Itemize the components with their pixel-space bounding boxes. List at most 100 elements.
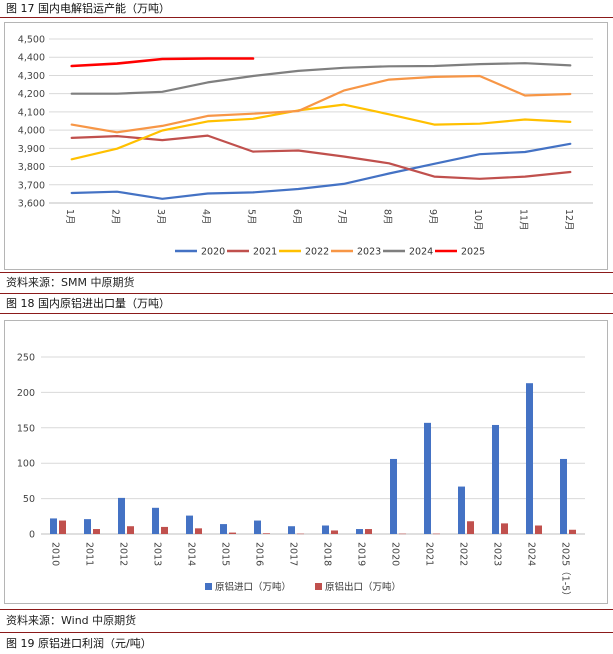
fig18-bar-export bbox=[501, 523, 508, 534]
fig17-y-tick-label: 3,800 bbox=[18, 162, 45, 173]
fig17-y-tick-label: 3,600 bbox=[18, 199, 45, 210]
fig19-caption: 图 19 原铝进口利润（元/吨） bbox=[6, 637, 152, 650]
fig18-bar-import bbox=[84, 519, 91, 534]
fig18-x-tick-label: 2016 bbox=[254, 542, 265, 566]
fig17-legend-label: 2025 bbox=[461, 247, 485, 258]
fig18-x-tick-label: 2024 bbox=[526, 542, 537, 566]
fig18-y-tick-label: 100 bbox=[17, 459, 35, 470]
fig17-series-line-2023 bbox=[70, 74, 572, 134]
fig18-bar-import bbox=[152, 507, 159, 534]
fig18-x-tick-label: 2010 bbox=[50, 542, 61, 566]
fig18-x-tick-label: 2023 bbox=[492, 542, 503, 566]
fig18-x-tick-label: 2011 bbox=[84, 542, 95, 566]
fig18-bar-import bbox=[424, 422, 431, 534]
fig18-x-tick-label: 2025（1-5） bbox=[560, 542, 572, 601]
fig18-x-tick-label: 2015 bbox=[220, 542, 231, 566]
fig18-bar-export bbox=[195, 528, 202, 534]
fig17-legend-label: 2023 bbox=[357, 247, 381, 258]
fig17-legend-label: 2021 bbox=[253, 247, 277, 258]
fig18-bar-import bbox=[526, 383, 533, 534]
fig17-line-chart: 3,600 3,700 3,800 3,900 4,000 4,100 4,200 4,300… bbox=[18, 35, 593, 258]
fig17-caption-rule bbox=[0, 17, 613, 18]
fig17-y-tick-label: 4,100 bbox=[18, 107, 45, 118]
fig18-bar-import bbox=[50, 518, 57, 534]
fig18-bar-import bbox=[254, 520, 261, 534]
fig17-caption: 图 17 国内电解铝运产能（万吨） bbox=[6, 2, 170, 15]
fig17-x-tick-label: 2月 bbox=[110, 209, 121, 225]
fig17-y-tick-label: 4,400 bbox=[18, 53, 45, 64]
fig17-x-tick-label: 6月 bbox=[291, 209, 302, 225]
fig17-x-tick-label: 12月 bbox=[563, 209, 574, 231]
fig17-x-tick-label: 11月 bbox=[518, 209, 529, 231]
fig18-bar-import bbox=[288, 526, 295, 534]
fig18-x-tick-label: 2012 bbox=[118, 542, 129, 566]
fig18-x-tick-label: 2013 bbox=[152, 542, 163, 566]
fig17-series-line-2020 bbox=[70, 142, 572, 200]
fig18-bar-import bbox=[492, 424, 499, 534]
fig17-x-tick-label: 5月 bbox=[246, 209, 257, 225]
fig17-x-tick-label: 8月 bbox=[382, 209, 393, 225]
fig18-bar-import bbox=[390, 458, 397, 534]
fig18-bar-export bbox=[331, 530, 338, 534]
fig18-x-tick-label: 2020 bbox=[390, 542, 401, 566]
fig18-bar-export bbox=[467, 521, 474, 534]
fig17-frame: 3,600 3,700 3,800 3,900 4,000 4,100 4,200 4,300… bbox=[4, 22, 608, 270]
fig17-source-rule-bottom bbox=[0, 293, 613, 294]
fig17-series-line-2025 bbox=[70, 57, 255, 68]
fig18-bar-import bbox=[458, 486, 465, 534]
fig18-x-tick-label: 2021 bbox=[424, 542, 435, 566]
fig18-bar-export bbox=[59, 520, 66, 534]
fig18-bar-export bbox=[127, 526, 134, 534]
fig18-bar-export bbox=[263, 533, 270, 534]
fig18-x-tick-label: 2022 bbox=[458, 542, 469, 566]
fig18-bar-export bbox=[535, 525, 542, 534]
fig17-source: 资料来源：SMM 中原期货 bbox=[6, 276, 135, 289]
fig18-legend-label: 原铝出口（万吨） bbox=[325, 581, 401, 593]
fig17-series-line-2024 bbox=[70, 62, 572, 95]
fig18-legend-label: 原铝进口（万吨） bbox=[215, 581, 291, 593]
fig17-y-tick-label: 4,000 bbox=[18, 126, 45, 137]
fig18-y-tick-label: 150 bbox=[17, 423, 35, 434]
fig17-series-line-2021 bbox=[70, 134, 572, 180]
fig17-y-tick-label: 3,900 bbox=[18, 144, 45, 155]
fig17-y-tick-label: 4,500 bbox=[18, 35, 45, 46]
fig17-x-tick-label: 7月 bbox=[336, 209, 347, 225]
fig18-frame: 0 50 100 150 200 250 2010 2011 2012 2013 2014 2015 2… bbox=[4, 320, 608, 604]
fig18-source: 资料来源：Wind 中原期货 bbox=[6, 614, 137, 627]
fig18-bar-export bbox=[161, 526, 168, 534]
fig18-x-tick-label: 2017 bbox=[288, 542, 299, 566]
fig17-y-tick-label: 4,300 bbox=[18, 71, 45, 82]
fig17-x-tick-label: 1月 bbox=[64, 209, 75, 225]
fig18-x-tick-label: 2019 bbox=[356, 542, 367, 566]
fig17-x-tick-label: 3月 bbox=[155, 209, 166, 225]
fig18-bar-export bbox=[229, 532, 236, 534]
fig17-x-tick-label: 10月 bbox=[472, 209, 483, 231]
fig17-x-tick-label: 4月 bbox=[200, 209, 211, 225]
fig18-caption-rule bbox=[0, 313, 613, 314]
fig17-legend-label: 2024 bbox=[409, 247, 433, 258]
fig18-bar-export bbox=[365, 529, 372, 534]
fig18-y-tick-label: 250 bbox=[17, 353, 35, 364]
fig18-bar-import bbox=[118, 497, 125, 534]
fig18-legend-swatch-export bbox=[315, 583, 322, 590]
fig17-y-tick-label: 3,700 bbox=[18, 180, 45, 191]
fig18-bar-import bbox=[220, 524, 227, 534]
fig17-legend-label: 2020 bbox=[201, 247, 225, 258]
fig18-bar-import bbox=[560, 458, 567, 534]
fig18-x-tick-label: 2014 bbox=[186, 542, 197, 566]
fig18-x-tick-label: 2018 bbox=[322, 542, 333, 566]
fig18-bar-import bbox=[186, 515, 193, 534]
fig18-bar-import bbox=[322, 525, 329, 534]
fig17-series-line-2022 bbox=[70, 103, 572, 161]
fig18-bar-export bbox=[399, 533, 406, 535]
fig18-y-tick-label: 200 bbox=[17, 388, 35, 399]
fig18-y-tick-label: 0 bbox=[29, 530, 35, 541]
fig18-bar-export bbox=[569, 529, 576, 534]
fig18-bar-export bbox=[93, 529, 100, 534]
fig17-x-tick-label: 9月 bbox=[427, 209, 438, 225]
fig18-bar-export bbox=[297, 533, 304, 535]
fig18-y-tick-label: 50 bbox=[23, 494, 35, 505]
fig18-caption: 图 18 国内原铝进出口量（万吨） bbox=[6, 297, 170, 310]
fig18-bar-chart: 0 50 100 150 200 250 2010 2011 2012 2013 2014 2015 2… bbox=[17, 353, 585, 601]
fig18-bar-import bbox=[356, 529, 363, 534]
